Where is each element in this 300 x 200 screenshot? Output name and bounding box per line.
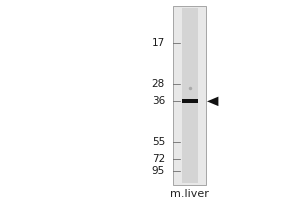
Text: 72: 72 [152,154,165,164]
Text: 95: 95 [152,166,165,176]
Text: 36: 36 [152,96,165,106]
Bar [172,6,206,185]
Bar [182,99,198,103]
Bar [182,8,198,183]
Polygon shape [207,97,218,106]
Text: 17: 17 [152,38,165,48]
Text: m.liver: m.liver [170,189,209,199]
Text: 28: 28 [152,79,165,89]
Text: 55: 55 [152,137,165,147]
